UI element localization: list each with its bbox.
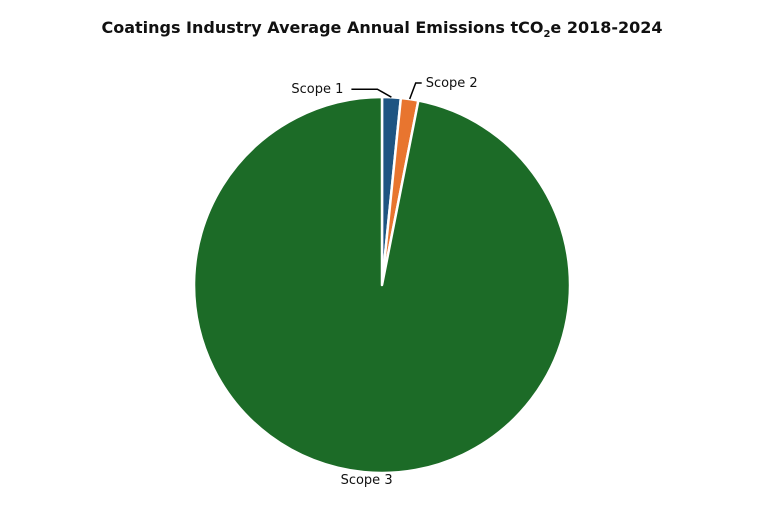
- pie-labels: Scope 1 Scope 2 Scope 3: [291, 76, 477, 488]
- pie-slice-scope-3: [192, 95, 572, 475]
- label-scope-1: Scope 1: [291, 82, 343, 97]
- leader-line-scope-2: [408, 82, 422, 100]
- label-scope-2: Scope 2: [426, 76, 478, 91]
- label-scope-3: Scope 3: [341, 473, 393, 488]
- leader-line-scope-1: [351, 88, 392, 98]
- pie-slices: [192, 95, 572, 475]
- chart-title: Coatings Industry Average Annual Emissio…: [101, 18, 663, 41]
